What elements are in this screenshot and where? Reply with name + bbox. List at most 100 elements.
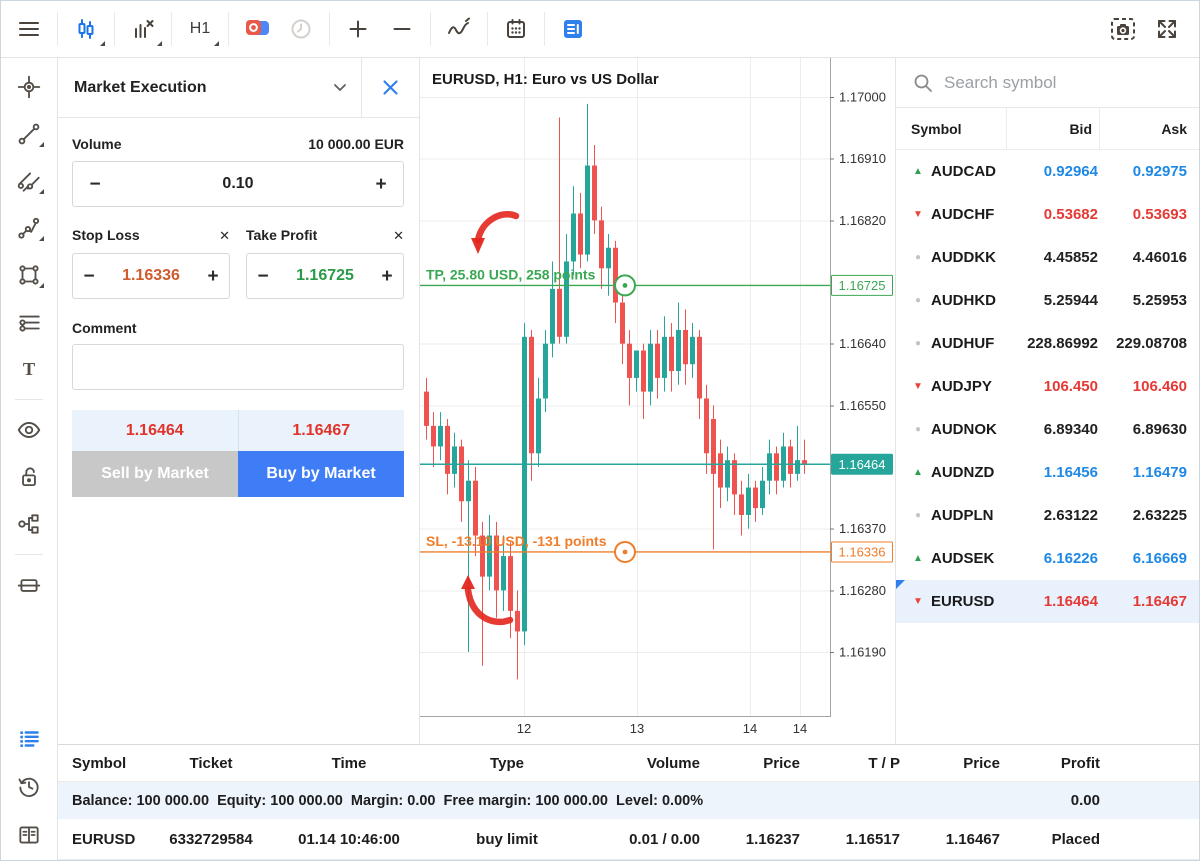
fullscreen-icon[interactable] <box>1145 8 1189 50</box>
column-header-time[interactable]: Time <box>331 754 367 772</box>
remove-stop-loss-button[interactable]: ✕ <box>219 228 230 243</box>
take-profit-decrease-button[interactable]: − <box>247 254 279 298</box>
column-header-volume[interactable]: Volume <box>646 754 700 772</box>
watch-row-audsek[interactable]: ▲ AUDSEK 6.16226 6.16669 <box>896 537 1199 580</box>
watch-row-audhkd[interactable]: ● AUDHKD 5.25944 5.25953 <box>896 279 1199 322</box>
menu-icon[interactable] <box>7 8 51 50</box>
take-profit-axis-label[interactable] <box>831 274 893 296</box>
journal-icon[interactable] <box>11 818 47 852</box>
price-tick-label: 1.16640 <box>839 336 886 351</box>
sidebar-divider <box>15 399 43 400</box>
column-header-symbol[interactable]: Symbol <box>72 754 127 772</box>
stop-loss-axis-label[interactable] <box>831 541 893 563</box>
red-arrow-annotation-2[interactable] <box>464 586 514 626</box>
visibility-eye-icon[interactable] <box>11 413 47 447</box>
history-icon[interactable] <box>11 770 47 804</box>
up-trend-icon: ▲ <box>913 166 923 177</box>
flat-trend-icon: ● <box>914 510 922 521</box>
toolbar-separator <box>171 12 172 46</box>
sell-by-market-button[interactable]: Sell by Market <box>72 451 238 497</box>
main-area: T <box>1 58 1199 860</box>
column-header-ticket[interactable]: Ticket <box>189 754 233 772</box>
candlestick-chart-icon[interactable] <box>64 8 108 50</box>
account-summary-row: Balance: 100 000.00 Equity: 100 000.00 M… <box>58 782 1199 819</box>
symbol-name: AUDCAD <box>931 163 996 180</box>
one-click-trading-icon[interactable] <box>235 8 279 50</box>
remove-take-profit-button[interactable]: ✕ <box>393 228 404 243</box>
column-header-price[interactable]: Price <box>763 754 800 772</box>
column-header-price[interactable]: Price <box>963 754 1000 772</box>
fibonacci-icon[interactable] <box>11 305 47 339</box>
close-panel-button[interactable] <box>361 58 419 117</box>
chevron-down-icon <box>334 84 346 92</box>
news-icon[interactable] <box>551 8 595 50</box>
take-profit-label: Take Profit <box>246 227 318 243</box>
volume-stepper: − 0.10 + <box>72 161 404 207</box>
bar-chart-indicator-icon[interactable] <box>121 8 165 50</box>
watch-row-audnzd[interactable]: ▲ AUDNZD 1.16456 1.16479 <box>896 451 1199 494</box>
take-profit-annotation: TP, 25.80 USD, 258 points <box>426 266 596 282</box>
shape-icon[interactable] <box>11 258 47 292</box>
candle-body <box>424 391 429 426</box>
column-header-profit[interactable]: Profit <box>1060 754 1100 772</box>
watch-row-audhuf[interactable]: ● AUDHUF 228.86992 229.08708 <box>896 322 1199 365</box>
channel-icon[interactable] <box>11 164 47 198</box>
watch-row-auddkk[interactable]: ● AUDDKK 4.45852 4.46016 <box>896 236 1199 279</box>
candle-body <box>564 261 569 337</box>
order-type-dropdown[interactable]: Market Execution <box>58 58 361 117</box>
volume-decrease-button[interactable]: − <box>73 162 117 206</box>
stop-loss-increase-button[interactable]: + <box>197 254 229 298</box>
stop-loss-decrease-button[interactable]: − <box>73 254 105 298</box>
price-chart[interactable]: TP, 25.80 USD, 258 points SL, -13.10 USD,… <box>420 58 895 746</box>
ask-column-header[interactable]: Ask <box>1099 108 1199 149</box>
order-row[interactable]: EURUSD 6332729584 01.14 10:46:00 buy limit 0… <box>58 819 1199 860</box>
toolbar-separator <box>114 12 115 46</box>
watch-row-audjpy[interactable]: ▼ AUDJPY 106.450 106.460 <box>896 365 1199 408</box>
crosshair-icon[interactable] <box>11 70 47 104</box>
column-header-type[interactable]: Type <box>490 754 524 772</box>
toolbar-separator <box>329 12 330 46</box>
column-header-tp[interactable]: T / P <box>868 754 900 772</box>
symbol-name: AUDJPY <box>931 378 992 395</box>
watch-row-audnok[interactable]: ● AUDNOK 6.89340 6.89630 <box>896 408 1199 451</box>
take-profit-increase-button[interactable]: + <box>371 254 403 298</box>
text-tool-icon[interactable]: T <box>11 352 47 386</box>
economic-calendar-icon[interactable] <box>494 8 538 50</box>
candle-body <box>431 425 436 447</box>
buy-by-market-button[interactable]: Buy by Market <box>238 451 404 497</box>
search-input[interactable] <box>944 72 1187 93</box>
watch-row-eurusd[interactable]: ▼ EURUSD 1.16464 1.16467 <box>896 580 1199 623</box>
sell-price: 1.16464 <box>72 410 239 451</box>
candle-body <box>613 247 618 303</box>
take-profit-value[interactable]: 1.16725 <box>296 267 354 284</box>
watch-row-audchf[interactable]: ▼ AUDCHF 0.53682 0.53693 <box>896 193 1199 236</box>
candle-body <box>648 343 653 392</box>
trend-line-icon[interactable] <box>11 117 47 151</box>
watch-row-audpln[interactable]: ● AUDPLN 2.63122 2.63225 <box>896 494 1199 537</box>
timeframe-selector[interactable]: H1 <box>178 8 222 50</box>
zoom-out-icon[interactable] <box>380 8 424 50</box>
polyline-icon[interactable] <box>11 211 47 245</box>
zoom-in-icon[interactable] <box>336 8 380 50</box>
trade-panel-icon[interactable] <box>11 722 47 756</box>
indicators-icon[interactable] <box>437 8 481 50</box>
watch-row-audcad[interactable]: ▲ AUDCAD 0.92964 0.92975 <box>896 150 1199 193</box>
red-arrow-annotation-1[interactable] <box>474 211 520 244</box>
market-execution-panel: Market Execution Volume 10 000.00 EUR <box>58 58 420 744</box>
time-tick-label: 12 <box>517 721 531 736</box>
candle-body <box>690 336 695 365</box>
candle-body <box>795 460 800 474</box>
screenshot-icon[interactable] <box>1101 8 1145 50</box>
depth-of-market-icon[interactable] <box>279 8 323 50</box>
current-price-axis-label[interactable] <box>831 453 893 475</box>
stop-loss-value[interactable]: 1.16336 <box>122 267 180 284</box>
volume-increase-button[interactable]: + <box>359 162 403 206</box>
comment-input[interactable] <box>72 344 404 390</box>
delete-objects-icon[interactable] <box>11 568 47 602</box>
object-list-icon[interactable] <box>11 507 47 541</box>
bid-column-header[interactable]: Bid <box>1006 108 1099 149</box>
lock-icon[interactable] <box>11 460 47 494</box>
symbol-column-header[interactable]: Symbol <box>911 120 962 137</box>
stop-loss-stepper: − 1.16336 + <box>72 253 230 299</box>
volume-value[interactable]: 0.10 <box>222 175 254 192</box>
